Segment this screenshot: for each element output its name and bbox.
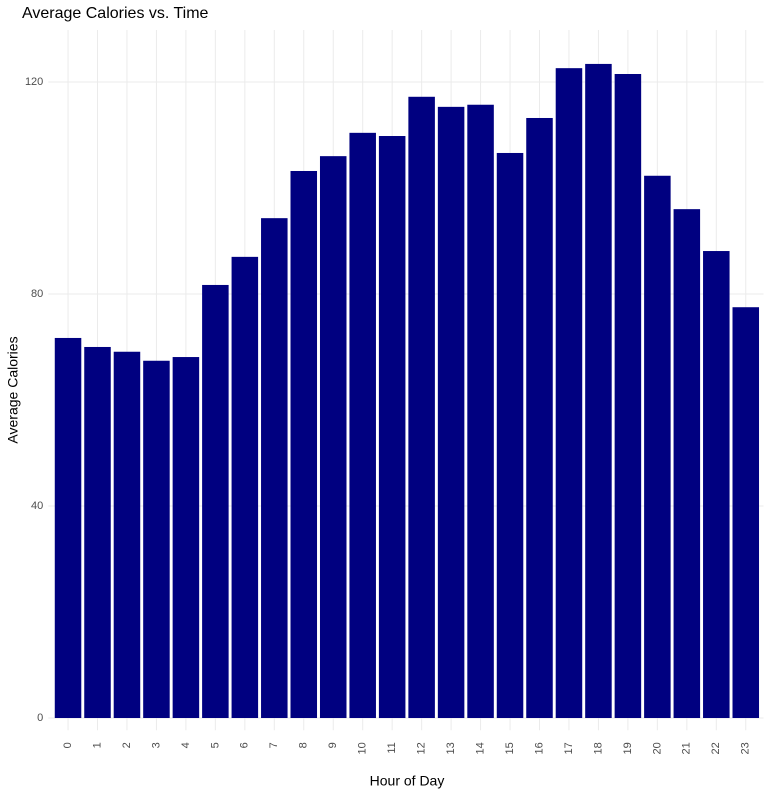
x-tick-label: 5 (209, 742, 221, 748)
bar (526, 117, 553, 719)
bar (408, 96, 435, 719)
x-tick-label: 1 (91, 742, 103, 748)
bar (349, 132, 376, 719)
bar (614, 73, 642, 719)
bar (673, 209, 701, 719)
bar (54, 337, 82, 719)
x-tick-label: 0 (62, 742, 74, 748)
bar (113, 351, 141, 719)
x-tick-label: 13 (445, 742, 457, 754)
x-tick-label: 8 (298, 742, 310, 748)
y-axis-label: Average Calories (5, 336, 21, 443)
x-tick-label: 3 (150, 742, 162, 748)
bar (84, 346, 111, 719)
y-tick-label: 0 (37, 712, 43, 724)
x-tick-label: 6 (239, 742, 251, 748)
bar (703, 251, 730, 719)
bar (319, 156, 347, 719)
x-tick-label: 7 (268, 742, 280, 748)
x-tick-label: 14 (474, 742, 486, 754)
bar (555, 68, 583, 719)
bar (732, 307, 760, 719)
bar (437, 106, 465, 719)
y-tick-label: 120 (25, 76, 43, 88)
x-tick-label: 15 (504, 742, 516, 754)
x-tick-label: 23 (740, 742, 752, 754)
bar (290, 170, 318, 719)
x-tick-label: 4 (180, 742, 192, 748)
bar (585, 63, 612, 719)
chart-title: Average Calories vs. Time (22, 5, 209, 22)
y-tick-label: 80 (31, 288, 43, 300)
x-tick-label: 12 (416, 742, 428, 754)
y-tick-label: 40 (31, 500, 43, 512)
bar (143, 360, 170, 719)
x-tick-label: 16 (533, 742, 545, 754)
x-axis-label: Hour of Day (370, 773, 445, 789)
x-tick-label: 18 (592, 742, 604, 754)
bar (467, 104, 494, 719)
x-tick-label: 22 (710, 742, 722, 754)
bar (496, 152, 524, 719)
bar (261, 218, 288, 719)
bar (378, 136, 406, 719)
x-tick-label: 2 (121, 742, 133, 748)
x-tick-label: 17 (563, 742, 575, 754)
x-tick-label: 9 (327, 742, 339, 748)
x-tick-label: 11 (386, 742, 398, 753)
x-tick-label: 10 (357, 742, 369, 754)
bar (231, 256, 259, 719)
bar (172, 357, 200, 719)
x-tick-label: 21 (681, 742, 693, 754)
x-tick-label: 19 (622, 742, 634, 754)
x-tick-label: 20 (651, 742, 663, 754)
bar (644, 175, 671, 719)
bar (202, 284, 229, 719)
